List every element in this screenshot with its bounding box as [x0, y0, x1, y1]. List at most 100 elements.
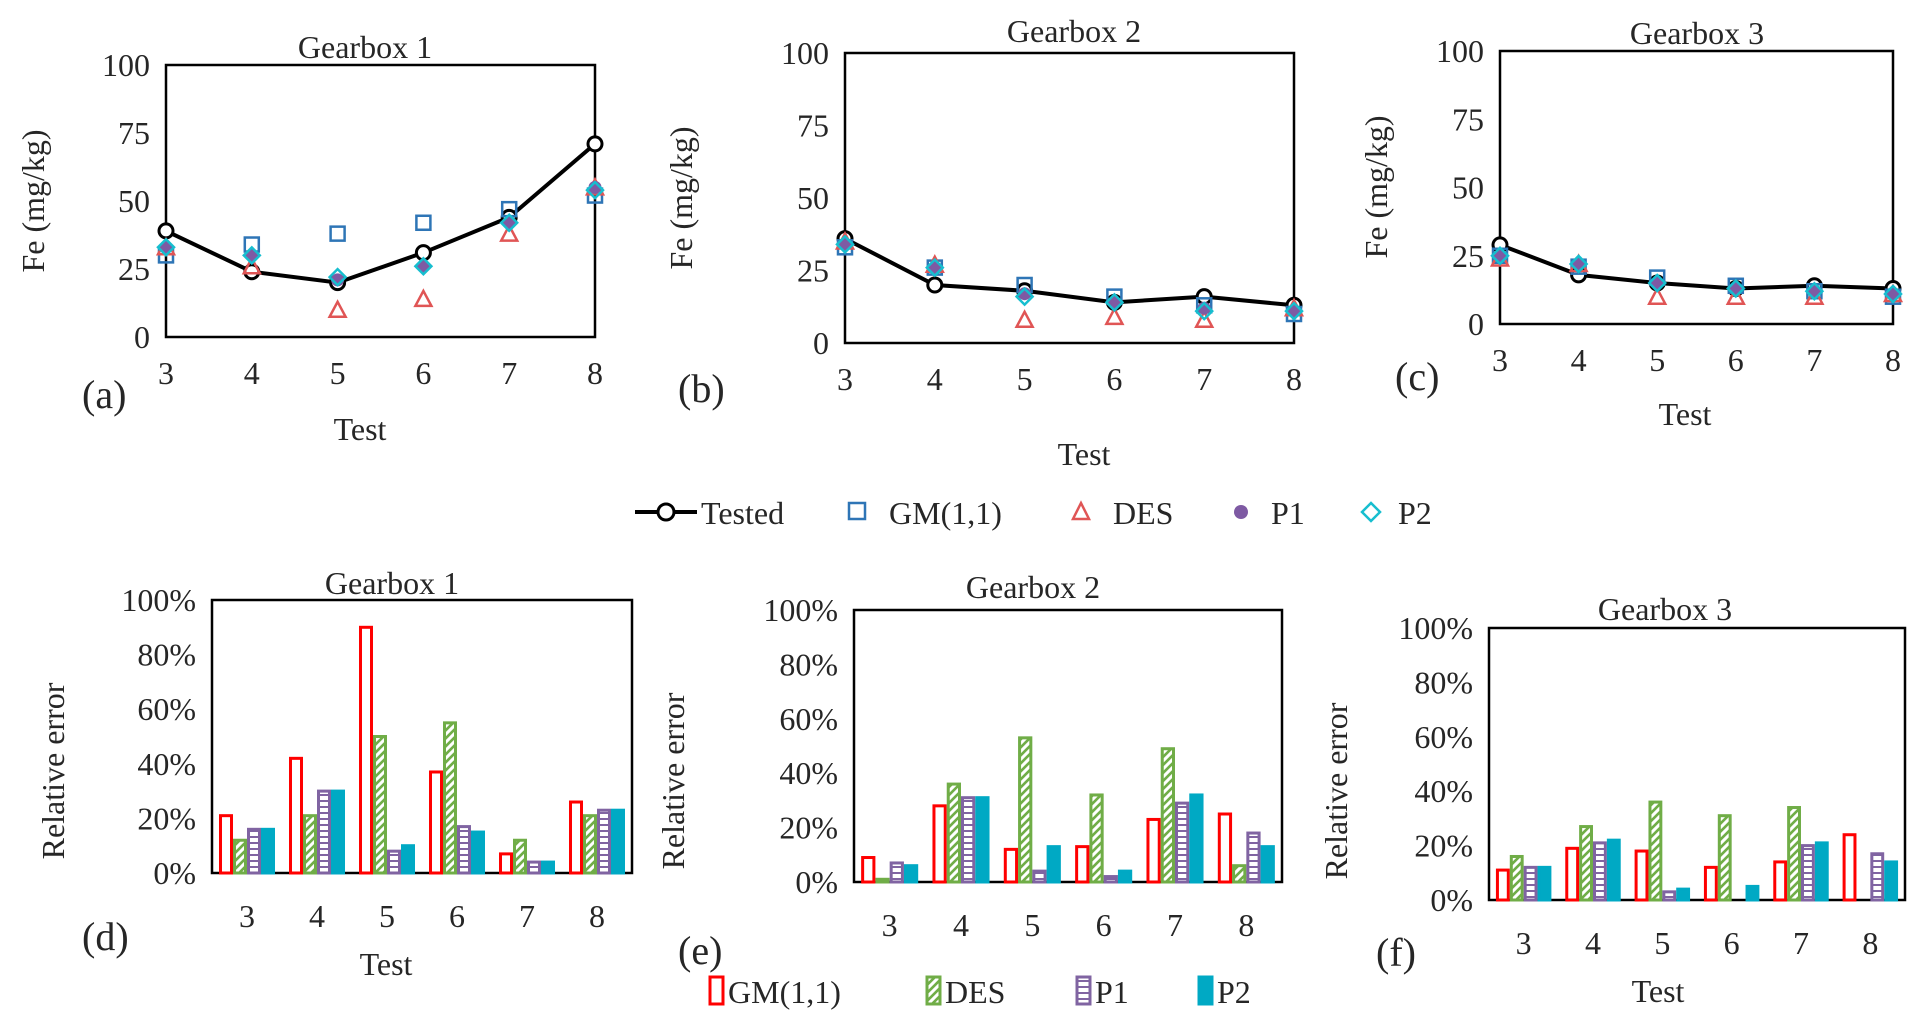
- bar-des: [513, 838, 527, 875]
- series-p2: [835, 234, 1304, 321]
- x-axis-label: Test: [1632, 973, 1685, 1009]
- bar-p2: [471, 830, 485, 875]
- bar-p2: [903, 864, 919, 884]
- x-tick-label: 7: [1793, 925, 1809, 961]
- y-tick-label: 25: [797, 253, 829, 289]
- point-p2: [242, 245, 262, 266]
- y-axis-label: Fe (mg/kg): [1358, 115, 1394, 258]
- line-legend: Tested GM(1,1) DES P1 P2: [635, 495, 1432, 531]
- x-tick-label: 4: [1585, 925, 1601, 961]
- series-des: [1509, 800, 1801, 902]
- chart-f-gearbox-3-error: Gearbox 3 (f) 0% 20% 40% 60% 80% 100% Relative e…: [1318, 591, 1907, 1009]
- x-axis-label: Test: [1058, 436, 1111, 472]
- series-line-tested: [165, 142, 597, 285]
- y-tick-label: 60%: [137, 691, 196, 727]
- chart-d-gearbox-1-error: Gearbox 1 (d) 0% 20% 40% 60% 80% 100% Relative e…: [35, 565, 634, 982]
- y-tick-label: 20%: [779, 810, 838, 846]
- y-tick-label: 75: [1452, 101, 1484, 137]
- x-tick-label: 6: [415, 355, 431, 391]
- series-des: [1489, 247, 1904, 305]
- series-p2: [156, 180, 605, 287]
- series-gm-1-1-: [157, 187, 604, 264]
- x-tick-label: 8: [1238, 907, 1254, 943]
- point-p2: [1568, 254, 1589, 274]
- bar-p2: [1189, 793, 1204, 884]
- series-p2: [261, 789, 625, 875]
- point-des: [327, 299, 348, 319]
- x-tick-label: 6: [1106, 361, 1122, 397]
- y-tick-label: 75: [118, 115, 150, 151]
- y-tick-label: 20%: [137, 800, 196, 836]
- y-tick-label: 100%: [121, 582, 196, 618]
- bar-p1: [961, 796, 976, 884]
- point-tested: [926, 276, 944, 294]
- series-gm-1-1-: [836, 239, 1303, 323]
- x-tick-label: 8: [1885, 342, 1901, 378]
- bar-p2: [1537, 865, 1552, 902]
- y-tick-label: 40%: [1414, 773, 1473, 809]
- y-axis-label: Fe (mg/kg): [663, 126, 699, 269]
- point-gm: [329, 225, 346, 242]
- bar-gm: [1634, 849, 1649, 902]
- bar-legend-label-des: DES: [945, 974, 1005, 1010]
- x-tick-label: 8: [587, 355, 603, 391]
- panel-label: (a): [82, 372, 126, 417]
- panel-label: (c): [1395, 354, 1439, 399]
- series-des: [233, 721, 597, 875]
- x-tick-label: 3: [882, 907, 898, 943]
- bar-gm: [1842, 833, 1857, 902]
- x-tick-label: 6: [449, 898, 465, 934]
- bar-des: [1717, 814, 1732, 902]
- bar-p1: [527, 860, 541, 875]
- x-tick-label: 4: [927, 361, 943, 397]
- bar-gm: [359, 625, 373, 875]
- point-p2: [1726, 278, 1746, 299]
- point-gm: [415, 214, 432, 232]
- plot-area: [164, 63, 597, 339]
- bar-gm: [569, 800, 583, 875]
- legend-item-des: DES: [1070, 495, 1173, 531]
- series-line-tested: [844, 236, 1295, 308]
- bar-p1: [1175, 801, 1190, 884]
- bar-des: [1232, 864, 1247, 884]
- bar-legend-label-gm: GM(1,1): [728, 974, 841, 1010]
- series-p1: [1523, 841, 1885, 902]
- legend-label-tested: Tested: [701, 495, 784, 531]
- series-gm: [1495, 833, 1857, 902]
- x-tick-label: 4: [1571, 342, 1587, 378]
- x-tick-label: 5: [379, 898, 395, 934]
- bar-des: [1089, 793, 1104, 884]
- point-p2: [1804, 281, 1825, 302]
- bar-p2: [1884, 860, 1899, 902]
- plot-area: [210, 598, 634, 875]
- panel-label: (b): [678, 366, 725, 411]
- chart-e-gearbox-2-error: Gearbox 2 (e) 0% 20% 40% 60% 80% 100% Relative e…: [655, 569, 1284, 973]
- x-tick-label: 6: [1096, 907, 1112, 943]
- point-tested: [586, 135, 604, 153]
- plot-area: [1487, 626, 1907, 902]
- y-tick-label: 0%: [1430, 882, 1473, 918]
- point-des: [499, 222, 520, 242]
- series-p2: [1537, 838, 1899, 902]
- bar-gm: [932, 804, 947, 884]
- bar-p2: [1814, 841, 1829, 902]
- legend-label-des: DES: [1113, 495, 1173, 531]
- x-tick-label: 3: [239, 898, 255, 934]
- series-tested: [1491, 236, 1902, 298]
- bar-p2: [331, 789, 345, 875]
- bar-p2: [1046, 845, 1061, 884]
- x-tick-label: 7: [1167, 907, 1183, 943]
- y-tick-label: 40%: [137, 746, 196, 782]
- panel-label: (f): [1376, 930, 1416, 975]
- bar-p2: [1260, 845, 1275, 884]
- y-tick-label: 0: [134, 319, 150, 355]
- y-tick-label: 80%: [779, 646, 838, 682]
- x-tick-label: 3: [1492, 342, 1508, 378]
- y-tick-label: 80%: [137, 637, 196, 673]
- point-p2: [1104, 292, 1125, 313]
- series-des: [875, 736, 1247, 884]
- point-p2: [585, 180, 605, 200]
- bar-p1: [317, 789, 331, 875]
- bar-p2: [611, 808, 625, 875]
- panel-label: (d): [82, 914, 129, 959]
